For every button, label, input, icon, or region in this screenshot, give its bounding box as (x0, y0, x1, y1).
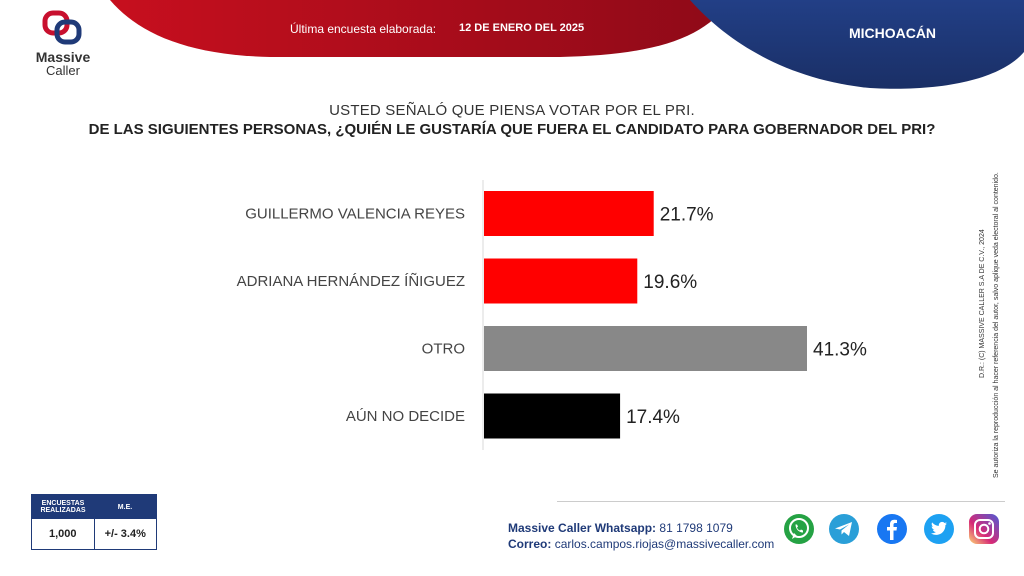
logo-text-line2: Caller (46, 63, 80, 78)
facebook-icon[interactable] (875, 512, 909, 546)
last-survey-label: Última encuesta elaborada: (290, 22, 437, 36)
disclaimer-line1: D.R.: (C) MASSIVE CALLER S.A DE C.V., 20… (979, 229, 986, 378)
margin-error-header: M.E. (117, 503, 133, 511)
value-label-0: 21.7% (660, 205, 714, 226)
bar-3 (484, 393, 621, 439)
twitter-icon[interactable] (922, 512, 956, 546)
whatsapp-icon[interactable] (782, 512, 816, 546)
footer-divider (557, 501, 1005, 502)
bar-0 (484, 191, 654, 236)
header-background (110, 0, 1024, 89)
category-label-3: AÚN NO DECIDE (346, 408, 465, 425)
survey-stats-table: ENCUESTAS REALIZADAS M.E. 1,000 +/- 3.4% (31, 494, 157, 550)
category-label-0: GUILLERMO VALENCIA REYES (245, 206, 465, 223)
email-address[interactable]: carlos.campos.riojas@massivecaller.com (554, 537, 775, 551)
brand-logo: Massive Caller (28, 10, 98, 77)
instagram-icon[interactable] (967, 512, 1001, 546)
contact-info: Massive Caller Whatsapp: 81 1798 1079 Co… (508, 520, 774, 552)
copyright-disclaimer: D.R.: (C) MASSIVE CALLER S.A DE C.V., 20… (979, 172, 1000, 478)
value-label-3: 17.4% (626, 407, 680, 428)
chart-subtitle: USTED SEÑALÓ QUE PIENSA VOTAR POR EL PRI… (329, 102, 695, 119)
bar-1 (484, 258, 638, 304)
value-label-1: 19.6% (643, 272, 697, 293)
header-navy-band (690, 0, 1024, 89)
category-label-1: ADRIANA HERNÁNDEZ ÍÑIGUEZ (237, 273, 465, 290)
surveys-value: 1,000 (32, 519, 95, 549)
telegram-icon[interactable] (827, 512, 861, 546)
whatsapp-label: Massive Caller Whatsapp: (508, 521, 657, 535)
whatsapp-number: 81 1798 1079 (659, 521, 733, 535)
surveys-header: ENCUESTAS REALIZADAS (40, 500, 86, 514)
chart-title: DE LAS SIGUIENTES PERSONAS, ¿QUIÉN LE GU… (88, 121, 936, 138)
category-label-2: OTRO (422, 341, 465, 358)
email-label: Correo: (508, 537, 552, 551)
last-survey-date: 12 DE ENERO DEL 2025 (459, 22, 585, 34)
logo-text-line1: Massive (35, 49, 91, 65)
disclaimer-line2: Se autoriza la reproducción al hacer ref… (993, 172, 1000, 478)
header-red-band (110, 0, 730, 57)
logo-icon (42, 10, 82, 45)
value-label-2: 41.3% (813, 340, 867, 361)
state-name: MICHOACÁN (848, 25, 937, 41)
bar-2 (484, 326, 807, 371)
margin-error-value: +/- 3.4% (104, 528, 146, 540)
